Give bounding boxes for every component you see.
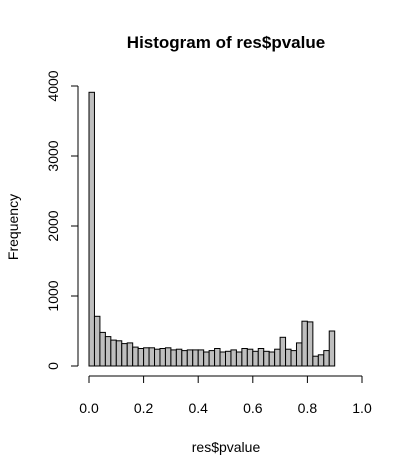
histogram-bar [143,347,150,367]
histogram-bar [121,343,128,367]
y-tick-label: 2000 [45,210,61,241]
histogram-bar [312,355,319,367]
x-axis: 0.0 0.2 0.4 0.6 0.8 1.0 [79,375,372,416]
histogram-bar [170,349,177,367]
histogram-bar [99,331,106,367]
histogram-bar [285,348,292,367]
histogram-bar [148,347,156,367]
histogram-bar [203,351,210,367]
histogram-bar [115,340,123,367]
histogram-bar [175,348,183,367]
histogram-bar [186,349,194,367]
histogram-bar [104,336,112,367]
chart-title: Histogram of res$pvalue [127,33,325,52]
histogram-bar [159,348,166,367]
histogram-bar [268,351,276,367]
histogram-bar [301,320,308,367]
histogram-bar [246,348,254,367]
histogram-bar [257,348,265,367]
histogram-bar [137,348,145,367]
histogram-bar [110,339,117,367]
histogram-bar [181,350,188,367]
y-tick-label: 1000 [45,280,61,311]
histogram-bar [132,346,139,367]
histogram-bar [295,342,303,367]
histogram-bar [197,349,205,367]
histogram-bar [252,350,259,367]
y-tick-label: 0 [45,362,61,370]
histogram-bar [214,348,221,367]
histogram-bar [208,350,216,367]
x-tick-label: 0.2 [134,400,154,416]
histogram-bar [230,349,237,367]
histogram-bar [192,349,199,367]
x-axis-label: res$pvalue [192,439,261,455]
histogram-bar [263,350,270,367]
x-tick-label: 0.4 [188,400,208,416]
histogram-bar [317,354,325,367]
histogram-bar [323,350,330,367]
x-tick-label: 1.0 [352,400,372,416]
histogram-bar [279,336,287,367]
histogram-bar [241,348,248,367]
histogram-bar [164,347,172,367]
x-tick-label: 0.8 [298,400,318,416]
histogram-bar [328,330,336,367]
histogram-bar [225,350,232,367]
bars-group [88,91,336,367]
y-axis: 0 1000 2000 3000 4000 [45,70,79,370]
histogram-bar [306,321,314,367]
histogram-bar [274,348,281,367]
y-axis-label: Frequency [5,194,21,260]
histogram-bar [93,315,101,367]
y-tick-label: 4000 [45,70,61,101]
histogram-bar [154,348,161,367]
histogram-bar [88,91,95,367]
histogram-bar [290,350,297,367]
histogram-bar [126,342,134,367]
x-tick-label: 0.0 [79,400,99,416]
histogram-bar [235,351,243,367]
y-tick-label: 3000 [45,140,61,171]
histogram-bar [219,351,226,367]
x-tick-label: 0.6 [243,400,263,416]
